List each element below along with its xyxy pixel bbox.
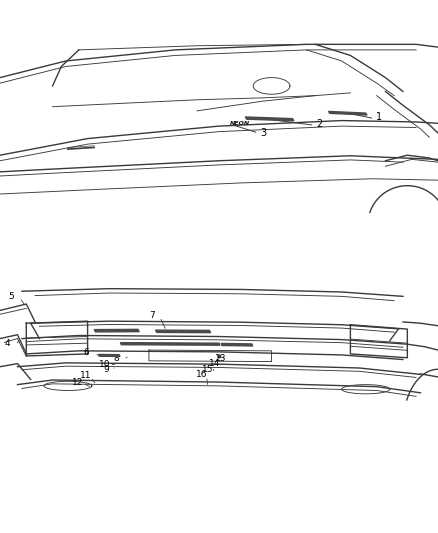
- Text: 7: 7: [149, 311, 155, 320]
- Text: 15: 15: [202, 365, 214, 374]
- Text: 8: 8: [113, 354, 119, 363]
- Text: 13: 13: [215, 354, 226, 363]
- Polygon shape: [94, 329, 139, 332]
- Text: 3: 3: [260, 127, 266, 138]
- Text: 4: 4: [4, 339, 10, 348]
- Text: 1: 1: [376, 112, 382, 122]
- Text: 9: 9: [103, 365, 109, 374]
- Text: 10: 10: [99, 360, 110, 369]
- Text: 14: 14: [209, 359, 221, 368]
- Polygon shape: [120, 343, 220, 345]
- Text: 6: 6: [83, 348, 89, 357]
- Polygon shape: [245, 117, 294, 121]
- Polygon shape: [155, 330, 211, 333]
- Polygon shape: [99, 354, 120, 357]
- Text: NEON: NEON: [230, 120, 250, 126]
- Polygon shape: [221, 343, 253, 346]
- Text: 12: 12: [72, 377, 84, 386]
- Text: 16: 16: [196, 370, 207, 379]
- Polygon shape: [328, 111, 367, 115]
- Text: 2: 2: [316, 119, 322, 130]
- Text: 5: 5: [9, 292, 14, 301]
- Text: 11: 11: [80, 372, 91, 381]
